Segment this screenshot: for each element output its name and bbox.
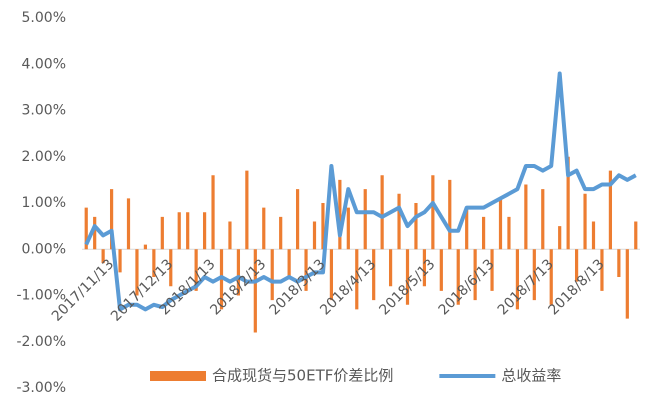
bar — [143, 244, 148, 250]
bar — [194, 249, 198, 291]
bar — [253, 249, 257, 333]
bar — [574, 249, 579, 282]
bar — [431, 175, 435, 250]
bar — [169, 249, 173, 287]
y-tick-label: 4.00% — [22, 56, 66, 72]
bar — [321, 203, 325, 250]
bar — [287, 249, 291, 277]
bar — [355, 249, 359, 310]
legend-item: 总收益率 — [439, 367, 561, 385]
bar — [270, 249, 274, 301]
bar — [346, 207, 350, 250]
bar — [405, 249, 410, 305]
bar — [160, 216, 164, 250]
bar — [380, 175, 384, 250]
bar — [93, 216, 97, 250]
bar — [473, 249, 477, 301]
y-tick-label: 1.00% — [22, 195, 66, 211]
bar — [363, 189, 367, 250]
bar — [634, 221, 638, 250]
bar — [312, 221, 317, 250]
bar — [591, 221, 596, 250]
legend-label: 总收益率 — [501, 367, 561, 385]
bar — [126, 198, 131, 250]
bar — [84, 207, 88, 250]
bar — [549, 249, 553, 305]
bar — [465, 207, 469, 250]
bar — [532, 249, 536, 301]
y-tick-label: 2.00% — [22, 149, 66, 165]
bar — [228, 221, 232, 250]
bar — [279, 216, 283, 250]
bar — [388, 249, 393, 287]
bar — [118, 249, 122, 273]
legend-label: 合成现货与50ETF价差比例 — [212, 367, 393, 385]
bar — [414, 203, 418, 250]
bar — [372, 249, 376, 301]
bar — [448, 179, 452, 250]
bar — [541, 189, 545, 250]
bar — [498, 198, 503, 250]
bar — [101, 249, 105, 264]
bar — [566, 156, 570, 250]
y-tick-label: 3.00% — [22, 103, 66, 119]
bar — [456, 249, 460, 305]
bar — [304, 249, 308, 291]
bar — [608, 170, 613, 250]
bar — [558, 226, 562, 250]
bar — [600, 249, 604, 291]
bar — [262, 207, 266, 250]
bar — [245, 170, 249, 250]
bar — [583, 193, 587, 250]
legend-swatch — [150, 371, 206, 381]
bar — [490, 249, 494, 291]
bar — [338, 179, 342, 250]
y-tick-label: -1.00% — [16, 288, 66, 304]
y-tick-label: -2.00% — [16, 334, 66, 350]
bar — [507, 216, 511, 250]
line — [84, 71, 637, 312]
bar — [236, 249, 241, 296]
bar — [219, 249, 224, 310]
bar — [295, 189, 300, 250]
bar — [397, 193, 401, 250]
legend-item: 合成现货与50ETF价差比例 — [150, 367, 393, 385]
bar — [109, 189, 114, 250]
bar — [515, 249, 520, 310]
bar — [186, 212, 190, 250]
bar — [329, 249, 334, 301]
bar — [177, 212, 181, 250]
x-tick-label: 2018/6/13 — [436, 256, 498, 318]
bar — [152, 249, 156, 277]
y-tick-label: -3.00% — [16, 380, 66, 396]
bar — [439, 249, 443, 291]
bar — [625, 249, 629, 319]
bar — [202, 212, 207, 250]
bar — [481, 216, 486, 250]
bar — [422, 249, 427, 287]
bar — [135, 249, 139, 296]
bar — [524, 184, 528, 250]
y-tick-label: 5.00% — [22, 10, 66, 26]
y-tick-label: 0.00% — [22, 241, 66, 257]
bar — [211, 175, 215, 250]
bar — [617, 249, 621, 277]
